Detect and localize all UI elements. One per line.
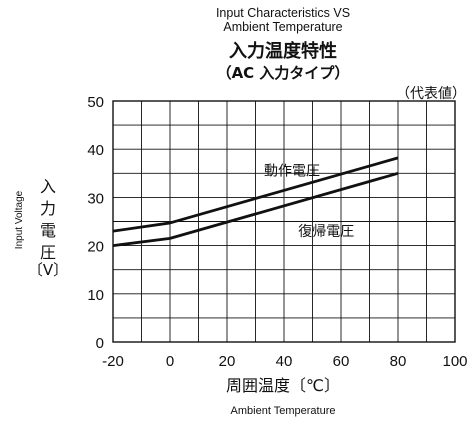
y-tick-label: 0	[96, 335, 104, 352]
x-tick-label: 0	[166, 353, 174, 370]
x-tick-label: -20	[102, 353, 124, 370]
y-axis-label-unit: 〔V〕	[28, 261, 68, 279]
x-tick-label: 60	[333, 353, 350, 370]
y-tick-labels: 0 10 20 30 40 50	[87, 94, 104, 352]
y-tick-label: 50	[87, 94, 104, 111]
plot-frame	[112, 100, 456, 343]
y-axis-label-jp: 入力電圧	[40, 177, 56, 262]
y-tick-label: 40	[87, 142, 104, 159]
chart-note: （代表値）	[396, 86, 466, 102]
chart-title-en-line2: Ambient Temperature	[223, 20, 342, 34]
chart-title-jp: 入力温度特性	[229, 40, 337, 62]
grid	[112, 100, 456, 343]
series-line	[112, 171, 399, 247]
y-tick-label: 10	[87, 287, 104, 304]
series-label: 復帰電圧	[298, 223, 354, 240]
y-tick-label: 20	[87, 239, 104, 256]
series-label: 動作電圧	[264, 164, 320, 180]
x-tick-label: 40	[276, 353, 293, 370]
x-tick-label: 80	[390, 353, 407, 370]
x-tick-labels: -20 0 20 40 60 80 100	[102, 353, 467, 370]
x-tick-label: 20	[219, 353, 236, 370]
y-tick-label: 30	[87, 190, 104, 207]
x-axis-label-en: Ambient Temperature	[231, 405, 336, 417]
chart-subtitle-jp: （AC 入力タイプ）	[217, 64, 350, 82]
y-axis-label-en: Input Voltage	[14, 190, 25, 249]
chart-title-en-line1: Input Characteristics VS	[216, 6, 350, 20]
x-tick-label: 100	[442, 353, 467, 370]
x-axis-label-jp: 周囲温度〔℃〕	[226, 376, 340, 395]
series-line	[112, 156, 399, 233]
